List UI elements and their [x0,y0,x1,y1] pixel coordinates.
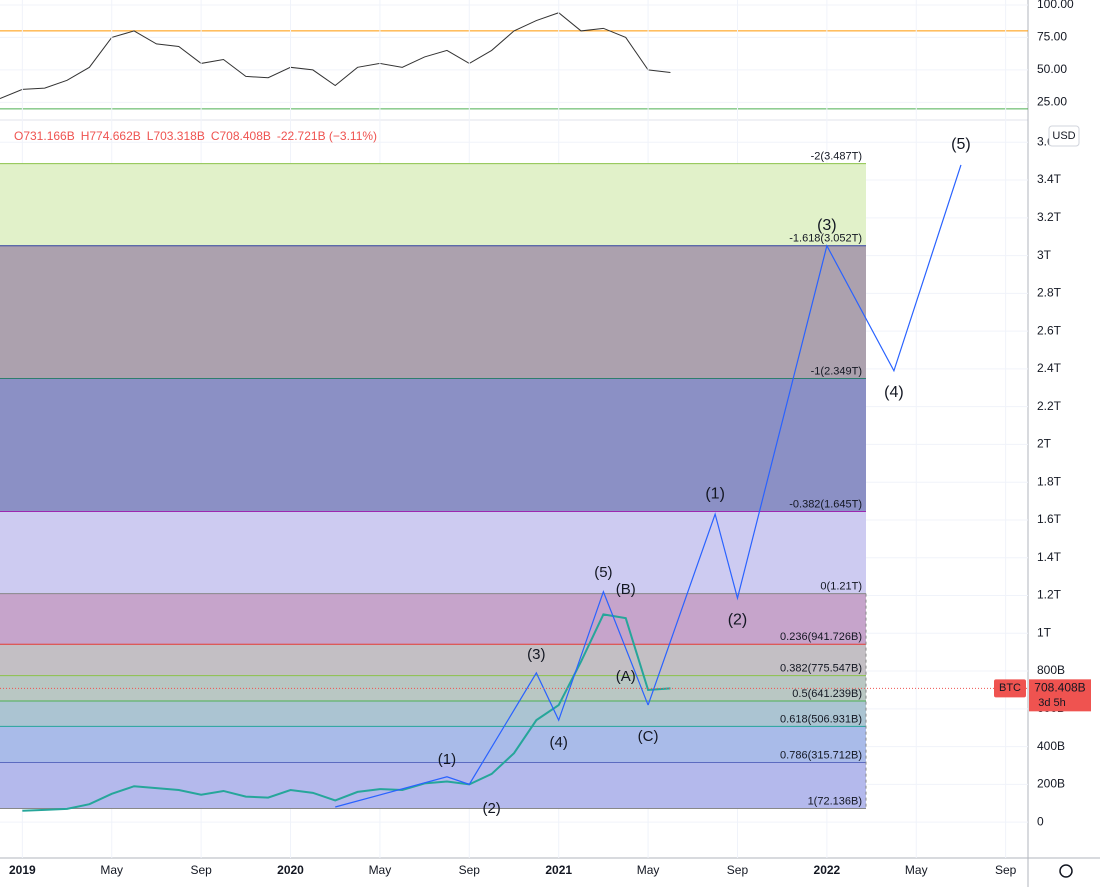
fib-label: -0.382(1.645T) [789,498,862,510]
fib-zone [0,726,866,763]
fib-zone [0,644,866,676]
y-tick-label: 200B [1037,777,1065,791]
y-tick-label: 2.6T [1037,323,1062,337]
wave-path [335,590,649,808]
wave-path [647,164,962,706]
y-tick-label: 25.00 [1037,95,1067,109]
fib-zone [0,378,866,512]
ohlc-legend: O731.166B H774.662B L703.318B C708.408B -22.… [14,129,377,143]
x-tick-label: Sep [995,863,1017,877]
wave-label: (1) [705,485,725,502]
fib-label: 0.236(941.726B) [780,631,862,643]
x-tick-label: May [905,863,928,877]
fib-label: 0.786(315.712B) [780,749,862,761]
y-tick-label: 800B [1037,663,1065,677]
wave-label: (4) [884,384,904,401]
fib-zone [0,701,866,727]
y-tick-label: 3T [1037,248,1052,262]
symbol-badge [994,679,1026,698]
y-tick-label: 75.00 [1037,30,1067,44]
legend-item: L703.318B [147,129,205,143]
fib-label: 1(72.136B) [808,795,862,807]
fib-label: -2(3.487T) [811,151,862,163]
fib-label: 0.382(775.547B) [780,663,862,675]
countdown-label: 3d 5h [1038,697,1066,709]
fib-label: 0.618(506.931B) [780,713,862,725]
y-tick-label: 2.8T [1037,286,1062,300]
wave-label: (3) [817,217,837,234]
x-tick-label: Sep [190,863,212,877]
x-tick-label: 2021 [545,863,572,877]
price-line [22,613,671,812]
y-tick-label: 2.2T [1037,399,1062,413]
x-tick-label: 2019 [9,863,36,877]
fib-zone [0,593,866,645]
x-tick-label: May [369,863,392,877]
x-tick-label: 2020 [277,863,304,877]
wave-annotation: (3) [527,646,545,663]
wave-annotation: (1) [438,751,456,768]
y-tick-label: 2T [1037,437,1052,451]
wave-annotation: (B) [616,581,636,598]
y-tick-label: 3.4T [1037,172,1062,186]
price-label: 708.408B [1034,681,1085,695]
x-tick-label: May [100,863,123,877]
wave-annotation: (C) [638,728,659,745]
price-badge [1029,679,1091,712]
fib-label: 0(1.21T) [820,581,862,593]
y-tick-label: 1.6T [1037,512,1062,526]
wave-annotation: (2) [482,800,500,817]
fib-label: -1(2.349T) [811,365,862,377]
legend-item: C708.408B [211,129,271,143]
currency-label[interactable]: USD [1052,130,1075,142]
settings-icon[interactable] [1059,864,1073,878]
fib-zone [0,511,866,594]
fib-label: 0.5(641.239B) [792,688,862,700]
legend-item: O731.166B [14,129,75,143]
fib-zone [0,163,866,246]
currency-button[interactable] [1048,125,1080,147]
fib-label: -1.618(3.052T) [789,233,862,245]
x-tick-label: May [637,863,660,877]
wave-label: (5) [951,136,971,153]
fib-zone [0,245,866,379]
y-tick-label: 1.2T [1037,588,1062,602]
y-tick-label: 3.2T [1037,210,1062,224]
y-tick-label: 50.00 [1037,62,1067,76]
symbol-label: BTC [999,682,1021,694]
legend-item: -22.721B (−3.11%) [277,129,377,143]
y-tick-label: 100.00 [1037,0,1074,11]
wave-label: (2) [728,611,748,628]
x-tick-label: Sep [459,863,481,877]
x-tick-label: Sep [727,863,749,877]
y-tick-label: 1.4T [1037,550,1062,564]
y-tick-label: 1.8T [1037,474,1062,488]
y-tick-label: 0 [1037,814,1044,828]
legend-item: H774.662B [81,129,141,143]
wave-annotation: (A) [616,668,636,685]
y-tick-label: 400B [1037,739,1065,753]
y-tick-label: 1T [1037,625,1052,639]
x-tick-label: 2022 [814,863,841,877]
fib-zone [0,762,866,809]
overlay: BTC 708.408B 3d 5h [0,679,1091,712]
wave-annotation: (4) [550,734,568,751]
wave-annotation: (5) [594,564,612,581]
y-tick-label: 2.4T [1037,361,1062,375]
